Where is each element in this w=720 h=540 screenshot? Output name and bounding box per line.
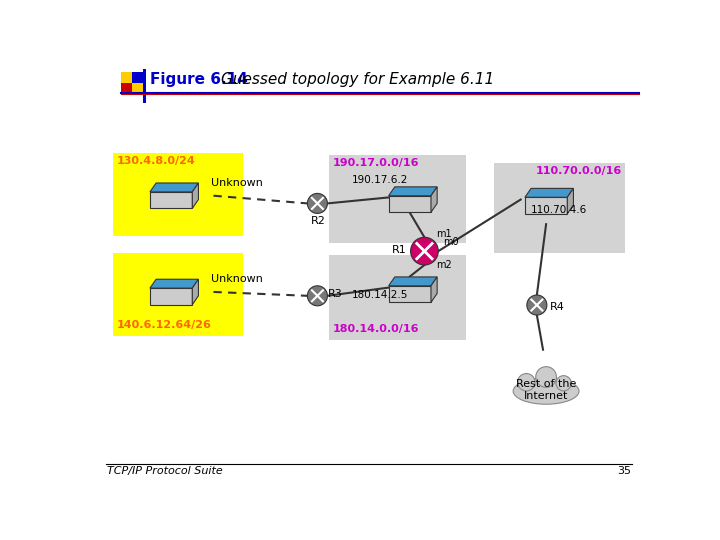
Bar: [121, 83, 132, 93]
Bar: [143, 69, 146, 103]
Text: Unknown: Unknown: [211, 274, 263, 284]
Polygon shape: [150, 279, 199, 288]
Polygon shape: [389, 277, 437, 286]
Text: 35: 35: [617, 467, 631, 476]
Text: 190.17.0.0/16: 190.17.0.0/16: [333, 158, 419, 168]
Polygon shape: [192, 279, 199, 305]
Text: 180.14.2.5: 180.14.2.5: [352, 289, 408, 300]
Polygon shape: [431, 277, 437, 302]
Text: Figure 6.14: Figure 6.14: [150, 72, 247, 87]
Text: m1: m1: [436, 229, 451, 239]
Text: 140.6.12.64/26: 140.6.12.64/26: [117, 320, 211, 330]
Polygon shape: [389, 187, 437, 195]
Text: Rest of the
Internet: Rest of the Internet: [516, 379, 576, 401]
Bar: [494, 163, 625, 253]
Polygon shape: [431, 187, 437, 212]
Circle shape: [518, 374, 535, 391]
Polygon shape: [567, 188, 573, 214]
Circle shape: [307, 286, 328, 306]
Polygon shape: [150, 183, 199, 192]
Text: R2: R2: [311, 217, 325, 226]
Bar: [113, 153, 243, 236]
Bar: [329, 155, 466, 244]
Bar: [329, 255, 466, 340]
Text: Unknown: Unknown: [211, 178, 263, 188]
Polygon shape: [150, 288, 192, 305]
Text: m0: m0: [443, 237, 459, 247]
Bar: [113, 253, 243, 336]
Polygon shape: [192, 183, 199, 208]
Polygon shape: [525, 197, 567, 214]
Text: R3: R3: [328, 289, 343, 299]
Text: m2: m2: [436, 260, 451, 271]
Circle shape: [536, 367, 557, 387]
Ellipse shape: [513, 378, 579, 404]
Circle shape: [527, 295, 547, 315]
Text: R1: R1: [392, 245, 407, 254]
Text: 180.14.0.0/16: 180.14.0.0/16: [333, 323, 419, 334]
Polygon shape: [389, 286, 431, 302]
Text: 110.70.4.6: 110.70.4.6: [531, 205, 587, 215]
Text: TCP/IP Protocol Suite: TCP/IP Protocol Suite: [107, 467, 223, 476]
Circle shape: [410, 237, 438, 265]
Text: Guessed topology for Example 6.11: Guessed topology for Example 6.11: [221, 72, 495, 87]
Text: 190.17.6.2: 190.17.6.2: [352, 175, 408, 185]
Text: 130.4.8.0/24: 130.4.8.0/24: [117, 156, 195, 166]
Circle shape: [307, 193, 328, 213]
Bar: [121, 72, 143, 93]
Circle shape: [556, 376, 571, 391]
Polygon shape: [389, 195, 431, 212]
Polygon shape: [525, 188, 573, 197]
Text: 110.70.0.0/16: 110.70.0.0/16: [535, 166, 621, 176]
Bar: [132, 72, 143, 83]
Text: R4: R4: [550, 301, 564, 312]
Polygon shape: [150, 192, 192, 208]
